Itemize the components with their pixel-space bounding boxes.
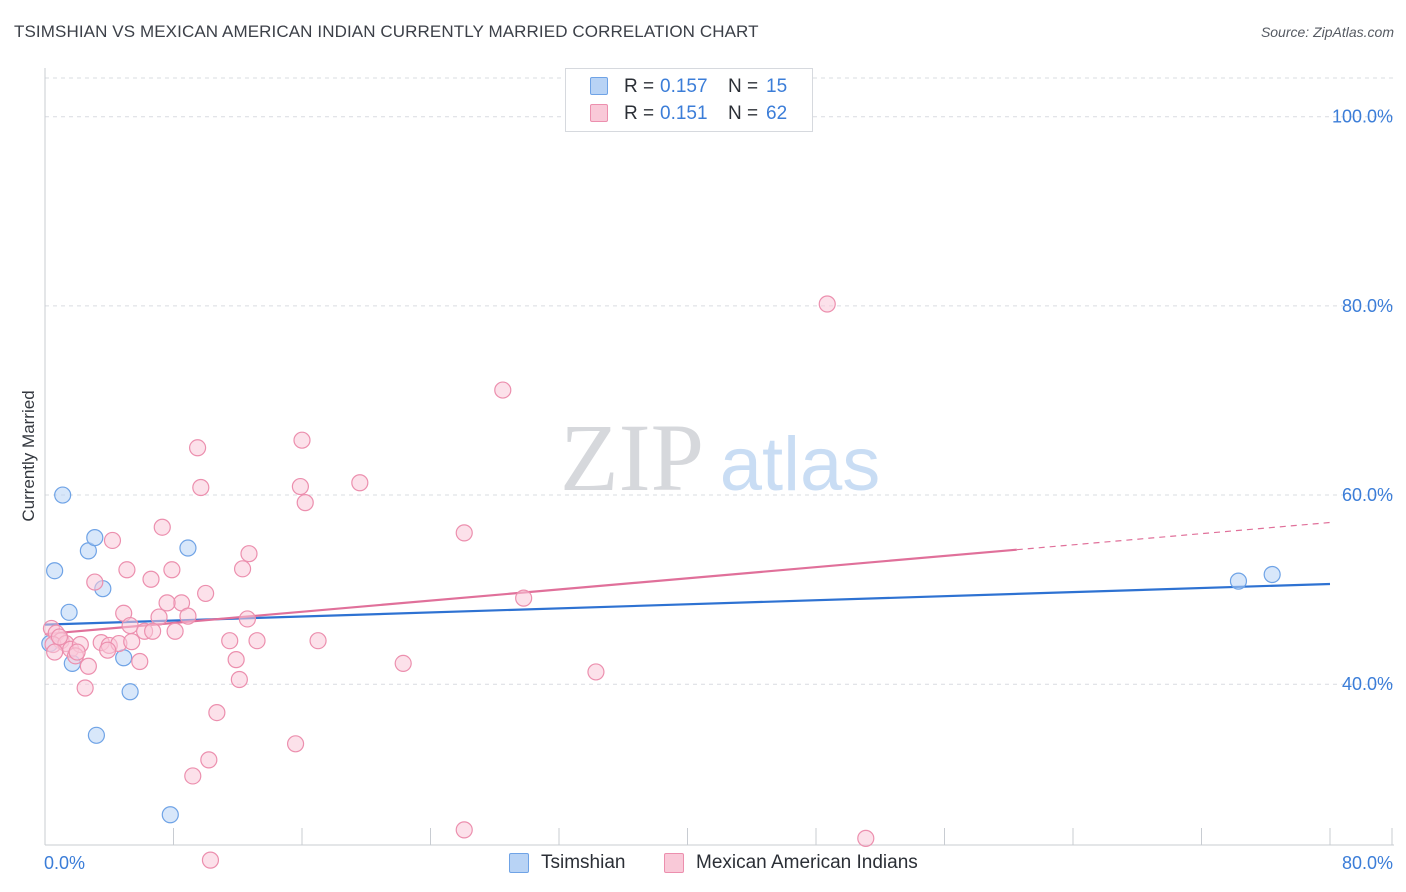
mexican-american-indian-point xyxy=(86,573,104,591)
mexican-american-indian-point xyxy=(291,477,309,496)
legend-r-label: R = xyxy=(624,103,655,124)
y-tick-label: 40.0% xyxy=(1342,674,1393,694)
legend-n-value: 15 xyxy=(766,76,788,97)
mexican-american-indian-point xyxy=(201,851,220,869)
points-layer xyxy=(41,295,1281,869)
mexican-american-indian-point xyxy=(103,531,122,550)
tsimshian-trend-line xyxy=(44,582,1331,626)
y-tick-label: 60.0% xyxy=(1342,485,1393,505)
mexican-american-indian-point xyxy=(293,431,311,449)
bottom-legend-swatch-mexican-american-indians xyxy=(664,853,684,873)
mexican-american-indian-point xyxy=(76,679,94,697)
mexican-american-indian-point xyxy=(121,616,139,635)
tsimshian-point xyxy=(1263,565,1281,584)
mexican-american-indian-point xyxy=(227,651,245,669)
mexican-american-indian-point xyxy=(188,439,207,457)
mexican-american-indian-point xyxy=(818,295,836,313)
mexican-american-indian-point xyxy=(158,594,176,612)
legend-row-mexican-american-indians: R = 0.151 N = 62 xyxy=(566,101,812,127)
tsimshian-point xyxy=(115,649,133,667)
x-tick-label: 80.0% xyxy=(1342,853,1393,873)
y-tick-label: 100.0% xyxy=(1332,107,1393,127)
tsimshian-point xyxy=(87,726,106,744)
mexican-american-indian-point xyxy=(230,670,248,689)
mexican-american-indian-point xyxy=(50,628,69,646)
tsimshian-point xyxy=(60,603,78,621)
watermark-zip: ZIP xyxy=(560,404,704,511)
mexican-american-indian-point xyxy=(197,584,215,603)
mexican-american-indian-point xyxy=(248,632,266,650)
mexican-american-indian-point xyxy=(394,654,412,673)
mexican-american-indian-point xyxy=(184,767,202,785)
source-label: Source: ZipAtlas.com xyxy=(1260,24,1394,40)
legend-r-value: 0.157 xyxy=(660,76,708,97)
stats-legend: R = 0.157 N = 15 R = 0.151 N = 62 xyxy=(565,68,813,132)
mexican-american-indian-point xyxy=(131,652,149,671)
axis-layer xyxy=(44,68,1394,846)
bottom-legend-swatch-tsimshian xyxy=(509,853,529,873)
mexican-american-indian-point xyxy=(455,524,473,542)
mexican-american-indian-point xyxy=(46,643,64,661)
mexican-american-indian-point xyxy=(455,821,473,839)
y-tick-label: 80.0% xyxy=(1342,296,1393,316)
mexican-american-indian-point xyxy=(68,643,86,661)
legend-n-label: N = xyxy=(728,76,759,97)
legend-swatch-tsimshian xyxy=(590,77,608,95)
mexican-american-indian-point xyxy=(221,632,239,650)
watermark: ZIP atlas xyxy=(560,404,880,511)
tsimshian-point xyxy=(46,562,64,580)
bottom-legend-label-tsimshian: Tsimshian xyxy=(541,852,626,873)
mexican-american-indian-point xyxy=(79,657,97,675)
mexican-american-indian-point xyxy=(208,703,226,722)
mexican-american-indian-point xyxy=(515,589,533,607)
mexican-american-indian-point xyxy=(351,474,369,492)
mexican-american-indian-trend-line-extension xyxy=(1016,521,1331,551)
grid-layer xyxy=(45,77,1394,685)
tsimshian-point xyxy=(121,683,139,701)
tsimshian-point xyxy=(1229,572,1248,590)
tsimshian-point xyxy=(161,806,179,824)
mexican-american-indian-point xyxy=(200,751,218,769)
mexican-american-indian-point xyxy=(309,632,327,650)
chart-title: TSIMSHIAN VS MEXICAN AMERICAN INDIAN CUR… xyxy=(14,22,759,41)
tsimshian-point xyxy=(86,529,104,547)
tsimshian-point xyxy=(179,539,197,557)
legend-swatch-mexican-american-indians xyxy=(590,104,608,122)
x-tick-label: 0.0% xyxy=(44,853,85,873)
tsimshian-point xyxy=(54,486,72,504)
mexican-american-indian-point xyxy=(238,610,256,628)
mexican-american-indian-point xyxy=(296,494,314,512)
legend-r-value: 0.151 xyxy=(660,103,708,124)
legend-n-label: N = xyxy=(728,103,759,124)
trend-layer xyxy=(44,521,1331,636)
mexican-american-indian-point xyxy=(286,735,305,753)
mexican-american-indian-point xyxy=(163,561,181,579)
mexican-american-indian-point xyxy=(144,622,162,640)
mexican-american-indian-point xyxy=(233,560,252,578)
mexican-american-indian-point xyxy=(153,518,171,536)
mexican-american-indian-point xyxy=(587,663,605,681)
mexican-american-indian-point xyxy=(142,570,160,588)
mexican-american-indian-point xyxy=(857,829,875,847)
mexican-american-indian-point xyxy=(150,608,168,626)
mexican-american-indian-trend-line xyxy=(44,548,1017,636)
watermark-atlas: atlas xyxy=(720,422,881,507)
mexican-american-indian-point xyxy=(179,607,197,625)
legend-r-label: R = xyxy=(624,76,655,97)
mexican-american-indian-point xyxy=(192,478,210,497)
mexican-american-indian-point xyxy=(166,622,184,640)
y-axis-label: Currently Married xyxy=(19,390,38,521)
mexican-american-indian-point xyxy=(494,381,512,399)
legend-n-value: 62 xyxy=(766,103,788,124)
legend-row-tsimshian: R = 0.157 N = 15 xyxy=(566,74,812,100)
bottom-legend-label-mexican-american-indians: Mexican American Indians xyxy=(696,852,918,873)
mexican-american-indian-point xyxy=(240,545,258,563)
mexican-american-indian-point xyxy=(99,641,117,659)
tick-label-layer: 100.0% 80.0% 60.0% 40.0% 0.0% 80.0% xyxy=(44,107,1393,873)
mexican-american-indian-point xyxy=(123,633,141,651)
mexican-american-indian-point xyxy=(118,561,136,579)
